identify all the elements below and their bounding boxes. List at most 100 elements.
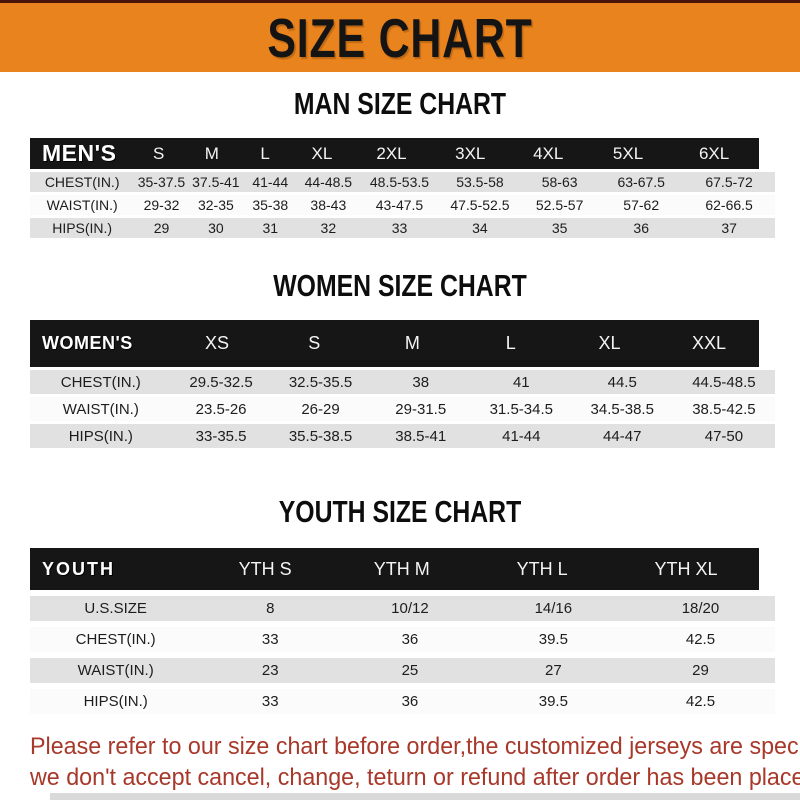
women-size-table: WOMEN'S XS S M L XL XXL CHEST(IN.) 29.5-…: [30, 320, 775, 448]
size-col-header: YTH S: [238, 558, 292, 579]
size-col-header: 4XL: [533, 143, 564, 163]
size-value: 23.5-26: [195, 400, 247, 418]
size-col-header: YTH M: [373, 558, 430, 579]
men-table-header: MEN'S S M L XL 2XL 3XL 4XL 5XL 6XL: [30, 138, 759, 169]
size-value: 36: [633, 220, 649, 236]
size-value: 47-50: [704, 427, 744, 445]
size-value: 29: [153, 220, 170, 236]
size-col-header: M: [404, 333, 420, 353]
women-waist-row: WAIST(IN.) 23.5-26 26-29 29-31.5 31.5-34…: [30, 397, 775, 421]
size-value: 38: [412, 373, 430, 391]
men-table-label: MEN'S: [42, 140, 117, 166]
size-value: 39.5: [538, 631, 568, 648]
page-title: SIZE CHART: [267, 6, 533, 69]
size-col-header: 3XL: [455, 143, 486, 163]
women-chest-row: CHEST(IN.) 29.5-32.5 32.5-35.5 38 41 44.…: [30, 370, 775, 394]
size-value: 32.5-35.5: [288, 373, 353, 391]
size-value: 67.5-72: [705, 174, 753, 190]
size-value: 30: [208, 220, 224, 236]
size-value: 23: [261, 662, 279, 679]
size-value: 34.5-38.5: [590, 400, 654, 418]
size-value: 38.5-41: [395, 427, 447, 445]
men-section-title: MAN SIZE CHART: [293, 86, 507, 121]
men-hips-row: HIPS(IN.) 29 30 31 32 33 34 35 36 37: [30, 218, 775, 238]
size-col-header: YTH L: [516, 558, 568, 579]
bottom-divider: [50, 793, 800, 800]
size-col-header: XL: [311, 143, 333, 163]
size-value: 27: [544, 662, 562, 679]
row-label: WAIST(IN.): [62, 400, 139, 418]
size-value: 41-44: [252, 174, 289, 190]
size-value: 25: [401, 662, 419, 679]
size-col-header: 2XL: [376, 143, 407, 163]
disclaimer-line-1: Please refer to our size chart before or…: [30, 733, 800, 760]
size-value: 62-66.5: [705, 197, 753, 213]
size-value: 35-38: [252, 197, 289, 213]
size-value: 29.5-32.5: [189, 373, 253, 391]
size-value: 44.5-48.5: [692, 373, 756, 391]
size-value: 34: [472, 220, 488, 236]
size-value: 44-48.5: [304, 174, 353, 190]
size-value: 32-35: [197, 197, 234, 213]
size-value: 33: [261, 693, 279, 710]
size-value: 44-47: [603, 427, 642, 445]
men-chest-row: CHEST(IN.) 35-37.5 37.5-41 41-44 44-48.5…: [30, 172, 775, 192]
size-col-header: M: [204, 143, 219, 163]
size-value: 63-67.5: [617, 174, 665, 190]
row-label: CHEST(IN.): [75, 631, 156, 648]
size-value: 33: [391, 220, 408, 236]
size-value: 44.5: [607, 373, 637, 391]
size-value: 29: [692, 662, 709, 679]
size-value: 43-47.5: [375, 197, 424, 213]
size-value: 36: [401, 693, 419, 710]
disclaimer-line-2: we don't accept cancel, change, teturn o…: [30, 764, 800, 791]
size-col-header: 5XL: [612, 143, 644, 163]
size-col-header: L: [260, 143, 270, 163]
women-table-header: WOMEN'S XS S M L XL XXL: [30, 320, 759, 367]
youth-section-title: YOUTH SIZE CHART: [278, 494, 522, 529]
women-hips-row: HIPS(IN.) 33-35.5 35.5-38.5 38.5-41 41-4…: [30, 424, 775, 448]
size-col-header: S: [152, 143, 165, 163]
size-value: 36: [401, 631, 419, 648]
women-table-label: WOMEN'S: [42, 333, 133, 353]
size-value: 38-43: [310, 197, 347, 213]
size-value: 32: [320, 220, 337, 236]
size-col-header: S: [308, 333, 321, 353]
youth-size-table: YOUTH YTH S YTH M YTH L YTH XL U.S.SIZE …: [30, 548, 775, 714]
row-label: HIPS(IN.): [52, 220, 113, 236]
size-value: 31: [262, 220, 279, 236]
size-value: 52.5-57: [535, 197, 584, 213]
size-value: 33-35.5: [195, 427, 247, 445]
size-col-header: XS: [204, 333, 229, 353]
men-size-table: MEN'S S M L XL 2XL 3XL 4XL 5XL 6XL CHEST…: [30, 138, 775, 238]
youth-table-label: YOUTH: [42, 558, 115, 579]
size-value: 29-32: [143, 197, 180, 213]
size-value: 14/16: [534, 600, 573, 617]
size-value: 41-44: [502, 427, 541, 445]
size-col-header: XL: [598, 333, 621, 353]
size-value: 42.5: [685, 693, 716, 710]
size-value: 31.5-34.5: [489, 400, 553, 418]
size-value: 18/20: [681, 600, 720, 617]
size-value: 29-31.5: [395, 400, 447, 418]
size-value: 57-62: [623, 197, 660, 213]
youth-ussize-row: U.S.SIZE 8 10/12 14/16 18/20: [30, 596, 775, 621]
size-col-header: L: [505, 333, 516, 353]
row-label: CHEST(IN.): [60, 373, 141, 391]
size-value: 58-63: [541, 174, 578, 190]
row-label: WAIST(IN.): [46, 197, 118, 213]
size-value: 39.5: [538, 693, 568, 710]
size-value: 41: [512, 373, 530, 391]
size-value: 37.5-41: [192, 174, 240, 190]
row-label: CHEST(IN.): [44, 174, 120, 190]
women-section-title: WOMEN SIZE CHART: [273, 268, 527, 303]
row-label: U.S.SIZE: [84, 600, 147, 617]
men-waist-row: WAIST(IN.) 29-32 32-35 35-38 38-43 43-47…: [30, 195, 775, 215]
row-label: WAIST(IN.): [77, 662, 154, 679]
size-value: 35: [551, 220, 568, 236]
size-col-header: YTH XL: [654, 558, 718, 579]
size-value: 8: [266, 600, 275, 617]
youth-waist-row: WAIST(IN.) 23 25 27 29: [30, 658, 775, 683]
size-value: 42.5: [685, 631, 716, 648]
